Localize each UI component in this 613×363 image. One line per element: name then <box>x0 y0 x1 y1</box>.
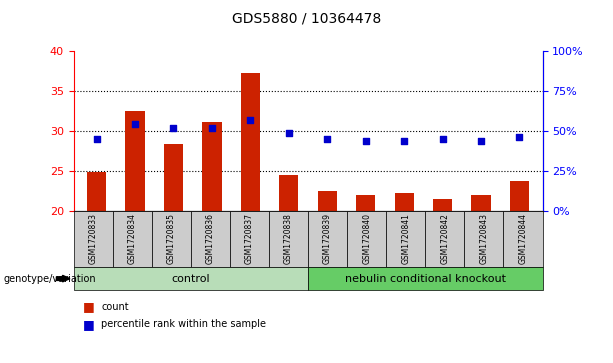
Text: GSM1720837: GSM1720837 <box>245 213 254 264</box>
Bar <box>510 181 529 211</box>
Bar <box>164 144 183 211</box>
Text: ■: ■ <box>83 300 94 313</box>
Text: GSM1720833: GSM1720833 <box>89 213 97 264</box>
Point <box>130 121 140 127</box>
Text: GSM1720841: GSM1720841 <box>402 213 410 264</box>
Text: control: control <box>172 274 210 284</box>
Point <box>361 138 371 144</box>
Text: GSM1720835: GSM1720835 <box>167 213 176 264</box>
Text: percentile rank within the sample: percentile rank within the sample <box>101 319 266 329</box>
Text: ■: ■ <box>83 318 94 331</box>
Bar <box>395 193 414 211</box>
Text: GSM1720836: GSM1720836 <box>206 213 215 264</box>
Point <box>284 130 294 136</box>
Text: GSM1720840: GSM1720840 <box>362 213 371 264</box>
Point <box>438 136 447 142</box>
Point <box>514 134 524 140</box>
Point <box>169 125 178 131</box>
Bar <box>433 199 452 211</box>
Text: count: count <box>101 302 129 312</box>
Text: GSM1720838: GSM1720838 <box>284 213 293 264</box>
Text: GDS5880 / 10364478: GDS5880 / 10364478 <box>232 11 381 25</box>
Bar <box>87 172 106 211</box>
Point <box>322 136 332 142</box>
Point <box>207 125 217 131</box>
Bar <box>202 122 221 211</box>
Point <box>399 138 409 144</box>
Text: GSM1720839: GSM1720839 <box>323 213 332 264</box>
Point <box>476 138 486 144</box>
Text: genotype/variation: genotype/variation <box>3 274 96 284</box>
Text: GSM1720842: GSM1720842 <box>440 213 449 264</box>
Bar <box>318 191 337 211</box>
Bar <box>279 175 299 211</box>
Point <box>245 117 255 123</box>
Text: GSM1720844: GSM1720844 <box>519 213 527 264</box>
Bar <box>471 195 490 211</box>
Text: GSM1720834: GSM1720834 <box>128 213 137 264</box>
Bar <box>126 111 145 211</box>
Point <box>92 136 102 142</box>
Bar <box>356 195 375 211</box>
Text: GSM1720843: GSM1720843 <box>479 213 489 264</box>
Text: nebulin conditional knockout: nebulin conditional knockout <box>345 274 506 284</box>
Bar <box>241 73 260 211</box>
